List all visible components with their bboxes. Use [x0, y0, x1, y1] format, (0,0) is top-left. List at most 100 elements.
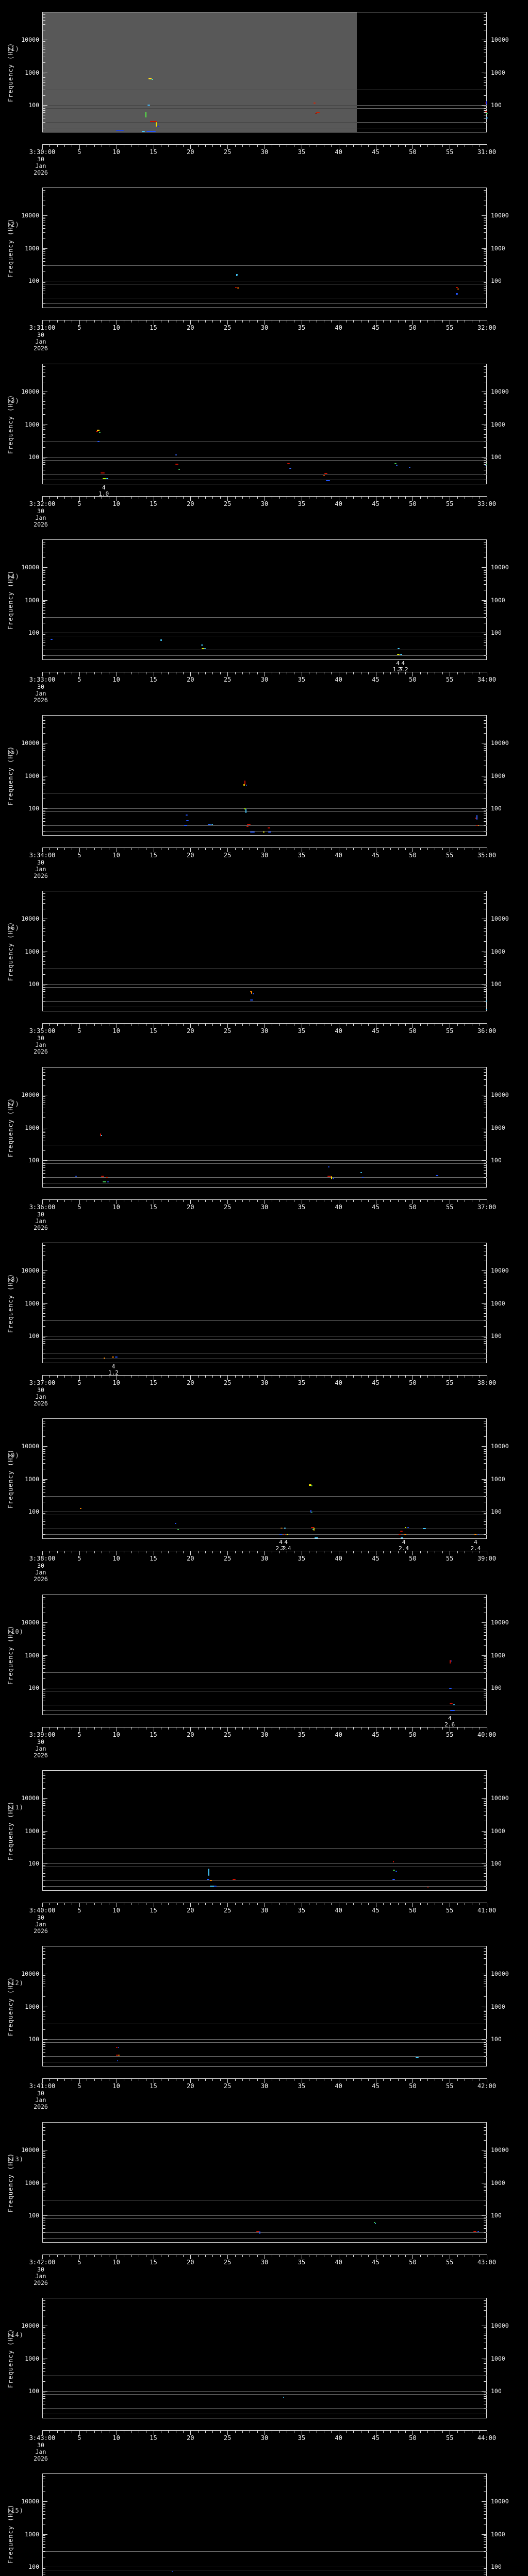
detection-mark: [477, 1534, 479, 1535]
event-count: 4: [402, 1539, 406, 1546]
y-tick-label: 10000: [21, 1794, 39, 1802]
spectrogram-panel: (6) Frequency (Hz) 5 10 15 20 25 30 35 40 45 50 55…: [0, 879, 528, 1055]
detection-mark: [185, 815, 188, 816]
start-time-label: 3:33:00: [29, 676, 56, 683]
x-minor-tick: [331, 1376, 332, 1378]
detection-mark: [210, 1886, 215, 1887]
detection-trace: [236, 274, 238, 276]
y-minor-tick: [484, 744, 486, 745]
x-minor-tick: [457, 1024, 458, 1026]
x-tick-label: 50: [409, 324, 417, 331]
y-minor-tick: [484, 920, 486, 921]
x-minor-tick: [331, 320, 332, 323]
x-minor-tick: [94, 145, 95, 147]
y-minor-tick: [484, 1886, 486, 1887]
y-minor-tick: [43, 1656, 45, 1657]
detection-mark: [101, 472, 105, 473]
data-gap-region: [43, 12, 357, 132]
y-minor-tick: [484, 1996, 486, 1997]
x-minor-tick: [390, 320, 391, 323]
y-major-tick: [482, 1798, 486, 1799]
detection-mark: [324, 473, 327, 474]
y-minor-tick: [484, 258, 486, 259]
y-major-tick: [482, 215, 486, 216]
y-minor-tick: [484, 1625, 486, 1626]
detection-mark: [408, 467, 410, 468]
y-minor-tick: [484, 282, 486, 283]
y-minor-tick: [484, 899, 486, 900]
y-minor-tick: [43, 1672, 45, 1673]
event-annotation: 4 2.4: [399, 1539, 409, 1552]
x-minor-tick: [205, 1727, 206, 1730]
x-tick-label: 5: [77, 1027, 81, 1035]
y-minor-tick: [484, 429, 486, 430]
x-minor-tick: [331, 1903, 332, 1905]
y-tick-label: 1000: [491, 244, 505, 252]
y-minor-tick: [43, 831, 45, 832]
y-minor-tick: [484, 1656, 486, 1657]
x-tick-label: 10: [112, 1027, 120, 1035]
x-tick-label: 25: [223, 1731, 232, 1738]
y-minor-tick: [484, 2568, 486, 2569]
y-minor-tick: [484, 1865, 486, 1866]
y-minor-tick: [43, 2130, 45, 2131]
y-minor-tick: [484, 2155, 486, 2156]
y-tick-label: 100: [28, 1684, 39, 1691]
x-minor-tick: [457, 2079, 458, 2081]
x-tick-label: 40: [335, 1027, 342, 1035]
date-line: 2026: [34, 2279, 48, 2286]
x-minor-tick: [420, 145, 421, 147]
x-minor-tick: [383, 1024, 384, 1026]
x-minor-tick: [197, 1200, 199, 1202]
y-minor-tick: [43, 2151, 45, 2152]
x-minor-tick: [212, 1376, 213, 1378]
y-minor-tick: [43, 1492, 45, 1493]
x-major-tick: [227, 2079, 228, 2083]
x-minor-tick: [368, 497, 369, 499]
end-time-label: 36:00: [477, 1027, 497, 1035]
x-minor-tick: [183, 497, 184, 499]
y-minor-tick: [43, 825, 45, 826]
event-annotation: 4 1.0: [98, 485, 109, 497]
detection-mark: [114, 1356, 118, 1358]
detection-mark: [332, 1178, 334, 1180]
y-minor-tick: [43, 2310, 45, 2311]
x-major-tick: [42, 2255, 43, 2259]
y-minor-tick: [484, 1451, 486, 1452]
y-minor-tick: [43, 2363, 45, 2364]
x-minor-tick: [57, 848, 58, 850]
y-minor-tick: [43, 112, 45, 113]
x-minor-tick: [168, 1200, 169, 1202]
x-tick-label: 40: [335, 324, 342, 331]
x-minor-tick: [168, 2255, 169, 2257]
x-minor-tick: [368, 848, 369, 850]
plot-area: [42, 188, 487, 308]
end-time-label: 37:00: [477, 1204, 497, 1211]
event-count: 4: [102, 484, 106, 491]
start-time-label: 3:36:00: [29, 1204, 56, 1211]
x-minor-tick: [235, 1024, 236, 1026]
y-minor-tick: [484, 2042, 486, 2043]
x-minor-tick: [220, 1376, 221, 1378]
time-axis: 5 10 15 20 25 30 35 40 45 50 55 3:41:00 42:00: [29, 2078, 496, 2090]
event-annotation: 4 2.6: [444, 1716, 455, 1728]
x-tick-label: 5: [77, 1379, 81, 1386]
detection-mark: [142, 131, 145, 132]
y-minor-tick: [484, 1102, 486, 1103]
x-tick-label: 25: [223, 676, 232, 683]
detection-trace: [450, 1660, 451, 1664]
panel-number-label: (5): [7, 749, 20, 756]
y-minor-tick: [484, 2327, 486, 2328]
plot-area: [42, 1243, 487, 1363]
plot-area: [42, 891, 488, 1011]
panel-number-label: (2): [7, 221, 20, 228]
x-minor-tick: [405, 1727, 406, 1730]
date-line: 30: [37, 1914, 44, 1921]
y-minor-tick: [484, 580, 486, 581]
y-minor-tick: [43, 2185, 45, 2187]
x-minor-tick: [235, 497, 236, 499]
plot-area: [42, 1067, 487, 1188]
x-tick-label: 55: [446, 852, 454, 859]
x-tick-label: 10: [112, 2434, 120, 2442]
event-value: 2.2: [275, 1545, 286, 1552]
